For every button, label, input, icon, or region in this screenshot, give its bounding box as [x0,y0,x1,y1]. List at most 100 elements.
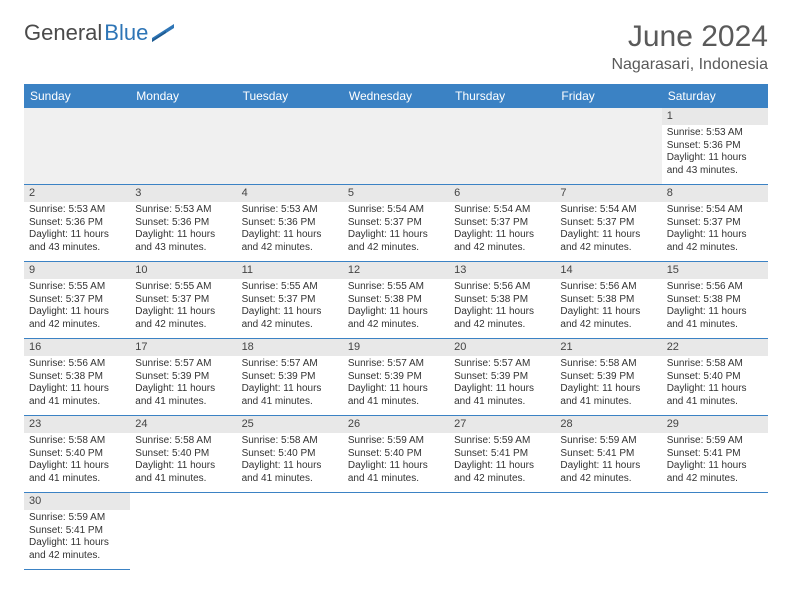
calendar-row: 16Sunrise: 5:56 AMSunset: 5:38 PMDayligh… [24,339,768,416]
day-details: Sunrise: 5:56 AMSunset: 5:38 PMDaylight:… [662,279,768,335]
day-cell: 26Sunrise: 5:59 AMSunset: 5:40 PMDayligh… [343,416,449,493]
calendar-body: 1 Sunrise: 5:53 AMSunset: 5:36 PMDaylight… [24,108,768,570]
day-cell: 6Sunrise: 5:54 AMSunset: 5:37 PMDaylight… [449,185,555,262]
day-number: 18 [237,339,343,356]
day-details: Sunrise: 5:59 AMSunset: 5:41 PMDaylight:… [449,433,555,489]
logo-text-blue: Blue [104,20,148,46]
day-number: 10 [130,262,236,279]
day-cell: 10Sunrise: 5:55 AMSunset: 5:37 PMDayligh… [130,262,236,339]
day-cell: 28Sunrise: 5:59 AMSunset: 5:41 PMDayligh… [555,416,661,493]
calendar-row: 9Sunrise: 5:55 AMSunset: 5:37 PMDaylight… [24,262,768,339]
empty-cell [24,108,130,185]
weekday-header: Thursday [449,84,555,108]
day-cell: 5Sunrise: 5:54 AMSunset: 5:37 PMDaylight… [343,185,449,262]
calendar-row: 1Sunrise: 5:53 AMSunset: 5:36 PMDaylight… [24,108,768,185]
blank-cell [130,493,236,570]
day-cell: 21Sunrise: 5:58 AMSunset: 5:39 PMDayligh… [555,339,661,416]
day-details: Sunrise: 5:54 AMSunset: 5:37 PMDaylight:… [555,202,661,258]
day-number: 25 [237,416,343,433]
day-number: 16 [24,339,130,356]
day-number: 8 [662,185,768,202]
weekday-header: Wednesday [343,84,449,108]
calendar-table: SundayMondayTuesdayWednesdayThursdayFrid… [24,84,768,570]
blank-cell [237,493,343,570]
day-cell: 29Sunrise: 5:59 AMSunset: 5:41 PMDayligh… [662,416,768,493]
day-cell: 15Sunrise: 5:56 AMSunset: 5:38 PMDayligh… [662,262,768,339]
day-number: 5 [343,185,449,202]
day-number: 14 [555,262,661,279]
day-cell: 27Sunrise: 5:59 AMSunset: 5:41 PMDayligh… [449,416,555,493]
day-details: Sunrise: 5:59 AMSunset: 5:41 PMDaylight:… [662,433,768,489]
day-number: 7 [555,185,661,202]
day-details: Sunrise: 5:54 AMSunset: 5:37 PMDaylight:… [662,202,768,258]
day-details: Sunrise: 5:54 AMSunset: 5:37 PMDaylight:… [449,202,555,258]
blank-cell [555,493,661,570]
day-number: 23 [24,416,130,433]
day-details: Sunrise: 5:57 AMSunset: 5:39 PMDaylight:… [449,356,555,412]
day-details: Sunrise: 5:53 AMSunset: 5:36 PMDaylight:… [237,202,343,258]
day-details: Sunrise: 5:53 AMSunset: 5:36 PMDaylight:… [24,202,130,258]
title-block: June 2024 Nagarasari, Indonesia [611,20,768,74]
logo-text-general: General [24,20,102,46]
day-number: 1 [662,108,768,125]
blank-cell [662,493,768,570]
day-cell: 3Sunrise: 5:53 AMSunset: 5:36 PMDaylight… [130,185,236,262]
weekday-header-row: SundayMondayTuesdayWednesdayThursdayFrid… [24,84,768,108]
day-number: 9 [24,262,130,279]
weekday-header: Monday [130,84,236,108]
calendar-row: 23Sunrise: 5:58 AMSunset: 5:40 PMDayligh… [24,416,768,493]
day-details: Sunrise: 5:57 AMSunset: 5:39 PMDaylight:… [130,356,236,412]
day-details: Sunrise: 5:56 AMSunset: 5:38 PMDaylight:… [24,356,130,412]
weekday-header: Friday [555,84,661,108]
day-number: 27 [449,416,555,433]
day-cell: 8Sunrise: 5:54 AMSunset: 5:37 PMDaylight… [662,185,768,262]
day-cell: 2Sunrise: 5:53 AMSunset: 5:36 PMDaylight… [24,185,130,262]
day-details: Sunrise: 5:57 AMSunset: 5:39 PMDaylight:… [237,356,343,412]
day-details: Sunrise: 5:56 AMSunset: 5:38 PMDaylight:… [449,279,555,335]
day-cell: 9Sunrise: 5:55 AMSunset: 5:37 PMDaylight… [24,262,130,339]
day-details: Sunrise: 5:58 AMSunset: 5:40 PMDaylight:… [24,433,130,489]
day-number: 11 [237,262,343,279]
day-details: Sunrise: 5:58 AMSunset: 5:39 PMDaylight:… [555,356,661,412]
day-details: Sunrise: 5:54 AMSunset: 5:37 PMDaylight:… [343,202,449,258]
day-details: Sunrise: 5:57 AMSunset: 5:39 PMDaylight:… [343,356,449,412]
day-cell: 4Sunrise: 5:53 AMSunset: 5:36 PMDaylight… [237,185,343,262]
empty-cell [130,108,236,185]
empty-cell [449,108,555,185]
empty-cell [555,108,661,185]
day-number: 21 [555,339,661,356]
day-number: 17 [130,339,236,356]
day-details: Sunrise: 5:58 AMSunset: 5:40 PMDaylight:… [130,433,236,489]
month-title: June 2024 [611,20,768,54]
day-number: 26 [343,416,449,433]
day-number: 19 [343,339,449,356]
day-cell: 24Sunrise: 5:58 AMSunset: 5:40 PMDayligh… [130,416,236,493]
day-cell: 14Sunrise: 5:56 AMSunset: 5:38 PMDayligh… [555,262,661,339]
day-cell: 7Sunrise: 5:54 AMSunset: 5:37 PMDaylight… [555,185,661,262]
day-cell: 13Sunrise: 5:56 AMSunset: 5:38 PMDayligh… [449,262,555,339]
day-number: 2 [24,185,130,202]
day-cell: 18Sunrise: 5:57 AMSunset: 5:39 PMDayligh… [237,339,343,416]
day-cell: 20Sunrise: 5:57 AMSunset: 5:39 PMDayligh… [449,339,555,416]
day-cell: 17Sunrise: 5:57 AMSunset: 5:39 PMDayligh… [130,339,236,416]
blank-cell [343,493,449,570]
location-label: Nagarasari, Indonesia [611,56,768,74]
empty-cell [343,108,449,185]
day-cell: 22Sunrise: 5:58 AMSunset: 5:40 PMDayligh… [662,339,768,416]
blank-cell [449,493,555,570]
day-details: Sunrise: 5:59 AMSunset: 5:40 PMDaylight:… [343,433,449,489]
day-number: 28 [555,416,661,433]
day-details: Sunrise: 5:56 AMSunset: 5:38 PMDaylight:… [555,279,661,335]
day-cell: 16Sunrise: 5:56 AMSunset: 5:38 PMDayligh… [24,339,130,416]
header: GeneralBlue June 2024 Nagarasari, Indone… [24,20,768,74]
day-cell: 12Sunrise: 5:55 AMSunset: 5:38 PMDayligh… [343,262,449,339]
day-number: 30 [24,493,130,510]
day-number: 22 [662,339,768,356]
day-cell: 11Sunrise: 5:55 AMSunset: 5:37 PMDayligh… [237,262,343,339]
day-number: 13 [449,262,555,279]
day-details: Sunrise: 5:55 AMSunset: 5:38 PMDaylight:… [343,279,449,335]
day-number: 24 [130,416,236,433]
weekday-header: Tuesday [237,84,343,108]
day-number: 29 [662,416,768,433]
day-details: Sunrise: 5:58 AMSunset: 5:40 PMDaylight:… [237,433,343,489]
